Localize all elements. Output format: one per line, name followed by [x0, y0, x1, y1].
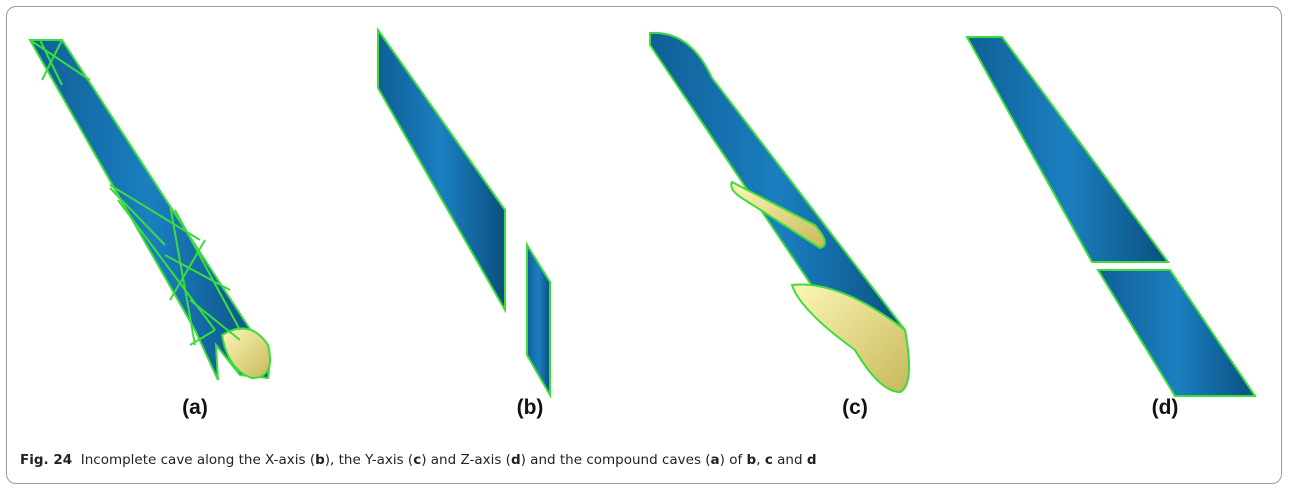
caption-text: and [773, 452, 807, 468]
caption-bold: d [807, 452, 817, 468]
panel-b-shape [378, 30, 550, 395]
panel-label: (b) [517, 396, 544, 420]
caption-text: ) and the compound caves ( [521, 452, 711, 468]
caption-bold: d [511, 452, 521, 468]
caption-text: ), the Y-axis ( [325, 452, 413, 468]
caption-bold: c [765, 452, 773, 468]
panel-c-shape [650, 33, 909, 392]
page: (a) (b) (c) (d) Fig. 24 Incomplete cave … [0, 0, 1290, 492]
caption-text: ) of [720, 452, 747, 468]
caption-bold: b [747, 452, 757, 468]
figure-image [0, 0, 1290, 440]
panel-label: (c) [842, 396, 868, 420]
panel-a-shape [30, 40, 270, 380]
panel-label: (a) [182, 396, 208, 420]
caption-text: , [756, 452, 765, 468]
caption-bold: b [315, 452, 325, 468]
caption-label: Fig. 24 [20, 452, 72, 468]
caption: Fig. 24 Incomplete cave along the X-axis… [20, 452, 816, 468]
caption-text: ) and Z-axis ( [421, 452, 511, 468]
caption-bold: a [711, 452, 720, 468]
panel-d-shape [967, 37, 1255, 396]
caption-text: Incomplete cave along the X-axis ( [81, 452, 315, 468]
panel-label: (d) [1152, 396, 1179, 420]
